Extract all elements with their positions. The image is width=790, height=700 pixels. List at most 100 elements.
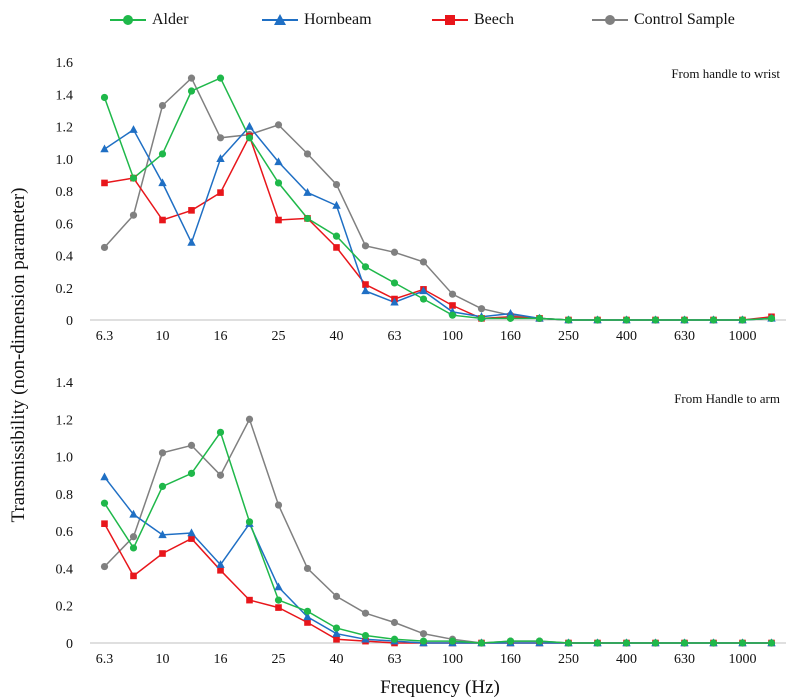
data-point-control-sample <box>187 441 196 449</box>
series-line-alder <box>103 430 772 644</box>
data-point-hornbeam <box>158 530 167 539</box>
data-point-control-sample <box>361 242 370 250</box>
data-point-alder <box>245 134 254 142</box>
data-point-control-sample <box>303 564 312 573</box>
data-point-control-sample <box>303 150 312 158</box>
x-tick-label: 25 <box>272 329 286 344</box>
x-tick-label: 63 <box>388 329 402 344</box>
data-point-beech <box>217 566 224 574</box>
data-point-alder <box>158 482 167 490</box>
data-point-alder <box>477 639 486 647</box>
x-tick-label: 1000 <box>729 329 757 344</box>
data-point-alder <box>129 544 138 552</box>
data-point-control-sample <box>245 415 254 423</box>
data-point-hornbeam <box>332 200 341 209</box>
data-point-control-sample <box>274 501 283 509</box>
y-tick-label: 0.8 <box>56 185 74 200</box>
series-line-alder <box>103 77 772 321</box>
y-tick-label: 0 <box>66 637 73 652</box>
data-point-hornbeam <box>390 297 399 306</box>
x-tick-label: 40 <box>330 652 344 667</box>
series-line-hornbeam <box>104 125 772 321</box>
data-point-beech <box>101 179 108 187</box>
data-point-alder <box>535 637 544 645</box>
data-point-alder <box>651 639 660 647</box>
data-point-beech <box>217 189 224 196</box>
data-point-control-sample <box>390 618 399 627</box>
series-line-hornbeam <box>103 476 772 644</box>
series-line-control-sample <box>103 417 772 644</box>
x-tick-label: 16 <box>214 329 228 344</box>
data-point-alder <box>303 607 312 615</box>
y-tick-label: 1.0 <box>56 153 74 168</box>
data-point-control-sample <box>332 180 341 189</box>
data-point-control-sample <box>158 449 167 457</box>
x-tick-label: 10 <box>156 329 170 344</box>
data-point-alder <box>680 639 689 647</box>
series-line-control-sample <box>103 76 772 321</box>
series-line-beech <box>104 134 772 321</box>
y-tick-label: 0.4 <box>56 562 74 577</box>
data-point-hornbeam <box>100 472 109 481</box>
data-point-control-sample <box>216 134 225 142</box>
data-point-alder <box>709 639 718 647</box>
legend-swatch-control-sample <box>592 15 628 25</box>
data-point-alder <box>593 316 602 324</box>
data-point-hornbeam <box>216 560 225 568</box>
data-point-alder <box>187 469 196 477</box>
data-point-alder <box>187 87 196 95</box>
data-point-alder <box>216 428 225 436</box>
data-point-control-sample <box>187 74 196 82</box>
legend-item-beech: Beech <box>432 8 514 32</box>
y-tick-label: 1.6 <box>56 56 74 71</box>
x-tick-label: 63 <box>388 652 402 667</box>
data-point-hornbeam <box>274 157 283 166</box>
data-point-hornbeam <box>129 509 138 518</box>
data-point-control-sample <box>100 243 109 252</box>
data-point-beech <box>188 535 195 542</box>
data-point-alder <box>361 631 370 640</box>
data-point-hornbeam <box>100 144 109 153</box>
data-point-alder <box>129 174 138 182</box>
y-axis-label: Transmissibility (non-dimension paramete… <box>8 188 29 523</box>
data-point-alder <box>158 150 167 158</box>
legend-swatch-beech <box>432 15 468 25</box>
y-tick-label: 0.4 <box>56 250 74 265</box>
panel-annotation: From handle to wrist <box>671 66 780 81</box>
chart-legend: Alder Hornbeam Beech Control Sample <box>0 0 790 50</box>
data-point-control-sample <box>390 248 399 256</box>
data-point-beech <box>333 244 340 251</box>
chart-panel-arm: 0 0.2 0.4 0.6 0.8 1.0 1.2 1.4 6.3 10 16 25 40 63 100 16… <box>56 376 786 667</box>
data-point-hornbeam <box>187 238 196 246</box>
y-tick-label: 1.2 <box>56 413 74 428</box>
y-tick-label: 1.4 <box>56 376 74 391</box>
data-point-control-sample <box>361 609 370 617</box>
data-point-control-sample <box>332 592 341 600</box>
data-point-hornbeam <box>129 125 138 133</box>
data-point-hornbeam <box>216 154 225 162</box>
data-point-alder <box>303 214 312 223</box>
y-tick-label: 1.4 <box>56 88 74 103</box>
legend-label-hornbeam: Hornbeam <box>304 11 372 28</box>
y-tick-label: 0.8 <box>56 488 74 503</box>
x-tick-label: 630 <box>674 652 695 667</box>
data-point-control-sample <box>129 211 138 219</box>
x-tick-label: 160 <box>500 652 521 667</box>
data-point-alder <box>361 263 370 271</box>
data-point-alder <box>274 179 283 187</box>
data-point-alder <box>274 596 283 604</box>
data-point-alder <box>100 499 109 507</box>
x-tick-label: 400 <box>616 652 637 667</box>
data-point-control-sample <box>477 305 486 313</box>
data-point-alder <box>245 518 254 526</box>
x-tick-label: 250 <box>558 652 579 667</box>
data-point-alder <box>564 316 573 324</box>
data-point-beech <box>449 302 456 309</box>
data-point-alder <box>419 637 428 645</box>
data-point-hornbeam <box>187 528 196 537</box>
data-point-alder <box>738 639 747 647</box>
legend-label-control-sample: Control Sample <box>634 11 735 28</box>
data-point-beech <box>159 216 166 224</box>
data-point-alder <box>448 637 457 645</box>
x-axis-label: Frequency (Hz) <box>380 677 500 698</box>
